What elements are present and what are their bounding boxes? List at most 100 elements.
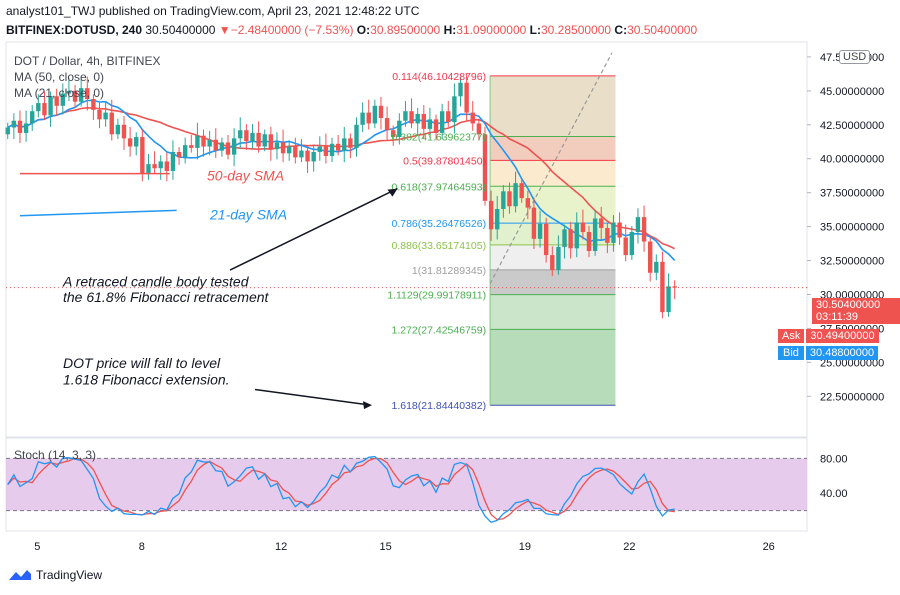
open-value: 30.89500000 — [370, 23, 441, 37]
candle-body — [446, 111, 451, 123]
candle-body — [378, 105, 384, 119]
candle-body — [164, 161, 170, 171]
candle-body — [617, 222, 622, 238]
candle-body — [537, 223, 543, 239]
candle-body — [641, 217, 647, 242]
y-tick-label: 35.00000000 — [820, 222, 884, 234]
candle-body — [623, 237, 628, 256]
ma50-path — [7, 106, 676, 250]
low-value: 30.28500000 — [540, 23, 612, 37]
price-chart[interactable]: 0.114(46.10428796) 0.382(41.63962377) 0.5(… — [0, 40, 900, 560]
candle-body — [672, 286, 677, 288]
candle-body — [109, 112, 114, 135]
candle-body — [611, 222, 616, 243]
y-tick-label: 37.50000000 — [820, 188, 884, 200]
candle-body — [182, 145, 188, 158]
candle-body — [458, 82, 463, 97]
candle-body — [360, 112, 365, 125]
fib-level-label: 0.114(46.10428796) — [392, 71, 486, 83]
last-price: 30.50400000 — [145, 23, 216, 37]
annotations: 50-day SMA 21-day SMA A retraced candle bo… — [6, 167, 807, 410]
note2-line1: DOT price will fall to level — [63, 355, 221, 371]
candle-body — [543, 223, 549, 256]
sma21-marker — [19, 209, 177, 217]
arrow-line-2 — [254, 388, 366, 406]
currency-button[interactable]: USD — [839, 50, 871, 64]
ma50-legend[interactable]: MA (50, close, 0) — [14, 70, 105, 84]
price-change: −2.48400000 (−7.53%) — [230, 23, 354, 37]
arrow-head-2 — [363, 401, 372, 410]
low-label: L: — [529, 23, 541, 37]
bid-label: Bid — [778, 346, 804, 360]
candle-body — [605, 227, 610, 243]
candle-body — [286, 146, 292, 154]
ma50-line — [7, 106, 676, 250]
candle-body — [391, 130, 396, 138]
stoch-tick-label: 40.00 — [820, 488, 848, 500]
fib-trend-line — [489, 52, 613, 284]
x-tick-label: 26 — [763, 541, 775, 553]
candle-body — [305, 150, 310, 162]
fib-level-label: 0.5(39.87801450) — [403, 155, 486, 167]
sma21-annotation: 21-day SMA — [209, 206, 287, 222]
fib-level-label: 1(31.81289345) — [412, 265, 486, 277]
open-label: O: — [356, 23, 371, 37]
publish-line: analyst101_TWJ published on TradingView.… — [6, 4, 420, 18]
candle-body — [629, 232, 635, 256]
candle-body — [97, 109, 102, 120]
note2-line2: 1.618 Fibonacci extension. — [63, 372, 230, 388]
tradingview-footer[interactable]: TradingView — [8, 568, 102, 582]
candle-body — [464, 82, 469, 113]
candle-body — [482, 134, 488, 201]
candle-body — [513, 183, 518, 207]
stoch-tick-label: 80.00 — [820, 453, 848, 465]
candle-body — [17, 120, 23, 133]
fib-level-label: 1.272(27.42546759) — [391, 324, 486, 336]
candle-body — [660, 261, 665, 313]
fib-level-label: 0.618(37.97464593) — [391, 181, 486, 193]
candle-body — [238, 130, 243, 139]
candle-body — [268, 134, 274, 150]
fib-level-label: 1.1129(29.99178911) — [387, 290, 486, 302]
candle-body — [176, 151, 182, 158]
bid-tag: Bid 30.48800000 — [778, 346, 879, 360]
candle-body — [666, 286, 671, 313]
chart-title: DOT / Dollar, 4h, BITFINEX — [14, 54, 161, 68]
candles — [5, 73, 677, 319]
candle-body — [531, 207, 537, 239]
candle-body — [78, 88, 84, 102]
ma21-path — [7, 99, 676, 261]
candle-body — [654, 261, 659, 273]
candle-body — [397, 120, 402, 138]
sma50-annotation: 50-day SMA — [207, 167, 284, 183]
candle-body — [476, 123, 482, 135]
candle-body — [140, 137, 145, 174]
candle-body — [72, 90, 78, 102]
arrow-line-1 — [229, 187, 398, 271]
candle-body — [501, 191, 506, 209]
stoch-k-line — [7, 455, 675, 524]
stoch-legend[interactable]: Stoch (14, 3, 3) — [14, 448, 97, 462]
candle-body — [250, 132, 255, 142]
candle-body — [421, 113, 427, 129]
candle-body — [409, 111, 414, 124]
fib-level-label: 1.618(21.84440382) — [391, 400, 486, 412]
candle-body — [127, 138, 133, 147]
candle-body — [115, 124, 121, 135]
ma21-legend[interactable]: MA (21, close, 0) — [14, 86, 105, 100]
y-tick-label: 45.00000000 — [820, 86, 884, 98]
high-label: H: — [443, 23, 457, 37]
candle-body — [189, 145, 194, 148]
candle-body — [91, 99, 96, 110]
candle-body — [225, 142, 231, 155]
candle-body — [525, 198, 531, 208]
publish-info: analyst101_TWJ published on TradingView.… — [6, 4, 419, 18]
x-tick-label: 22 — [623, 541, 635, 553]
candle-body — [274, 142, 280, 150]
candle-body — [647, 241, 653, 273]
fib-zone — [490, 75, 616, 137]
stochastic-pane: 80.00 40.00 — [6, 453, 848, 524]
fibonacci-extension[interactable] — [489, 75, 616, 406]
candle-body — [348, 138, 353, 148]
time-axis[interactable]: 5 8 12 15 19 22 26 — [34, 541, 775, 553]
